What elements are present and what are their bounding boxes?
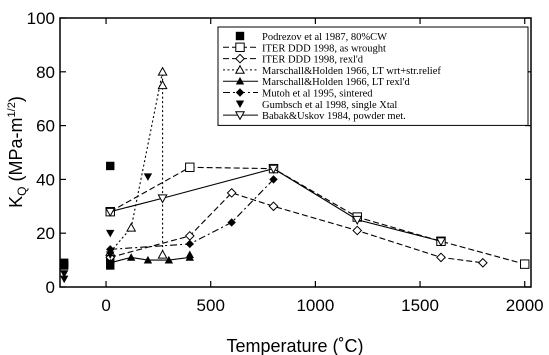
legend-marker-2 <box>235 42 245 52</box>
series-3-point-3 <box>226 187 237 198</box>
series-2-point-6 <box>520 259 530 269</box>
x-axis-title: Temperature (˚C) <box>226 336 363 355</box>
y-axis-title-units: (MPa-m <box>6 117 26 186</box>
series-3-point-4 <box>268 201 279 212</box>
series-8-point-5 <box>435 237 447 247</box>
legend-marker-1 <box>235 31 245 41</box>
series-5-point-6 <box>185 250 194 259</box>
series-2 <box>105 162 530 269</box>
series-4-line <box>109 71 164 255</box>
y-tick-label-2: 20 <box>36 224 55 243</box>
legend-marker-7 <box>235 100 245 108</box>
series-6-point-1 <box>106 245 115 254</box>
series-7-point-5 <box>143 173 153 181</box>
series-4-point-5 <box>157 249 168 259</box>
legend-marker-6 <box>235 88 245 97</box>
series-5-point-4 <box>164 255 174 264</box>
y-tick-label-3: 40 <box>36 170 55 189</box>
legend-marker-5 <box>235 77 245 85</box>
series-3-point-6 <box>436 252 446 263</box>
plot-frame <box>59 17 532 288</box>
series-5-point-1 <box>106 258 115 267</box>
legend-label-3: ITER DDD 1998, rexl'd <box>262 55 364 66</box>
series-6-line <box>110 179 274 250</box>
series-6-point-2 <box>185 239 194 249</box>
series-2-line <box>109 166 525 265</box>
x-tick-label-3: 1000 <box>296 296 334 315</box>
series-3 <box>105 187 488 268</box>
series-6-point-4 <box>269 175 278 184</box>
legend-marker-8 <box>234 111 246 121</box>
legend-entry-5: Marschall&Holden 1966, LT rexl'd <box>223 77 410 88</box>
series-6 <box>106 175 278 254</box>
legend-entry-2: ITER DDD 1998, as wrought <box>223 42 386 54</box>
y-tick-label-1: 0 <box>46 278 55 297</box>
series-1-point-3 <box>106 161 115 171</box>
y-axis-title-sup: 1/2 <box>6 102 18 117</box>
legend-label-4: Marschall&Holden 1966, LT wrt+str.relief <box>262 66 441 77</box>
legend-entry-6: Mutoh et al 1995, sintered <box>223 88 373 100</box>
legend-label-7: Gumbsch et al 1998, single Xtal <box>262 100 397 111</box>
series-4 <box>105 66 168 259</box>
series-4-point-3 <box>157 66 168 76</box>
series-5-point-2 <box>126 253 136 261</box>
series-1-point-2 <box>60 258 69 267</box>
legend-entry-4: Marschall&Holden 1966, LT wrt+str.relief <box>223 64 441 77</box>
series-3-point-5 <box>352 225 363 236</box>
legend-label-1: Podrezov et al 1987, 80%CW <box>262 32 387 43</box>
series-8 <box>105 164 447 247</box>
y-axis-title-main: K <box>6 196 26 208</box>
series-8-point-1 <box>105 207 116 217</box>
legend-label-5: Marschall&Holden 1966, LT rexl'd <box>262 77 410 88</box>
legend-entry-3: ITER DDD 1998, rexl'd <box>223 53 364 66</box>
series-2-point-2 <box>185 162 195 172</box>
series-6-point-3 <box>227 218 236 227</box>
series-7 <box>60 173 153 284</box>
series-7-point-3 <box>106 229 115 238</box>
y-tick-label-6: 100 <box>27 9 55 28</box>
legend-label-6: Mutoh et al 1995, sintered <box>262 89 373 100</box>
legend-entry-7: Gumbsch et al 1998, single Xtal <box>235 100 397 111</box>
series-7-point-4 <box>106 251 115 259</box>
series-4-point-2 <box>126 222 137 232</box>
y-tick-label-5: 80 <box>36 63 55 82</box>
series-5 <box>106 250 194 267</box>
series-4-point-4 <box>157 80 168 90</box>
x-tick-label-5: 2000 <box>506 296 544 315</box>
legend-label-8: Babak&Uskov 1984, powder met. <box>262 111 406 122</box>
series-3-line <box>110 192 483 264</box>
legend-marker-3 <box>235 53 245 64</box>
series-8-point-3 <box>268 164 279 174</box>
x-tick-label-4: 1500 <box>401 296 439 315</box>
legend-entry-1: Podrezov et al 1987, 80%CW <box>235 31 387 43</box>
svg-text:KQ (MPa-m1/2): KQ (MPa-m1/2) <box>6 96 29 208</box>
y-tick-label-4: 60 <box>36 117 55 136</box>
legend-box <box>217 26 529 126</box>
x-tick-label-1: 0 <box>101 296 110 315</box>
axes-layer: 0 500 1000 1500 2000 0 20 40 60 80 100 <box>27 9 544 315</box>
series-7-point-2 <box>60 275 69 284</box>
y-axis-title-sub: Q <box>15 186 29 195</box>
series-8-point-4 <box>352 215 363 225</box>
y-axis-title-close: ) <box>6 96 26 102</box>
y-axis-title: KQ (MPa-m1/2) <box>6 96 29 208</box>
series-5-point-3 <box>143 255 153 264</box>
series-8-point-2 <box>157 194 168 204</box>
series-7-point-1 <box>60 270 69 278</box>
legend-label-2: ITER DDD 1998, as wrought <box>262 43 386 54</box>
legend-marker-4 <box>234 64 246 74</box>
legend-entry-8: Babak&Uskov 1984, powder met. <box>223 111 406 122</box>
series-3-point-7 <box>477 257 488 268</box>
series-layer <box>60 66 530 284</box>
x-tick-label-2: 500 <box>197 296 225 315</box>
